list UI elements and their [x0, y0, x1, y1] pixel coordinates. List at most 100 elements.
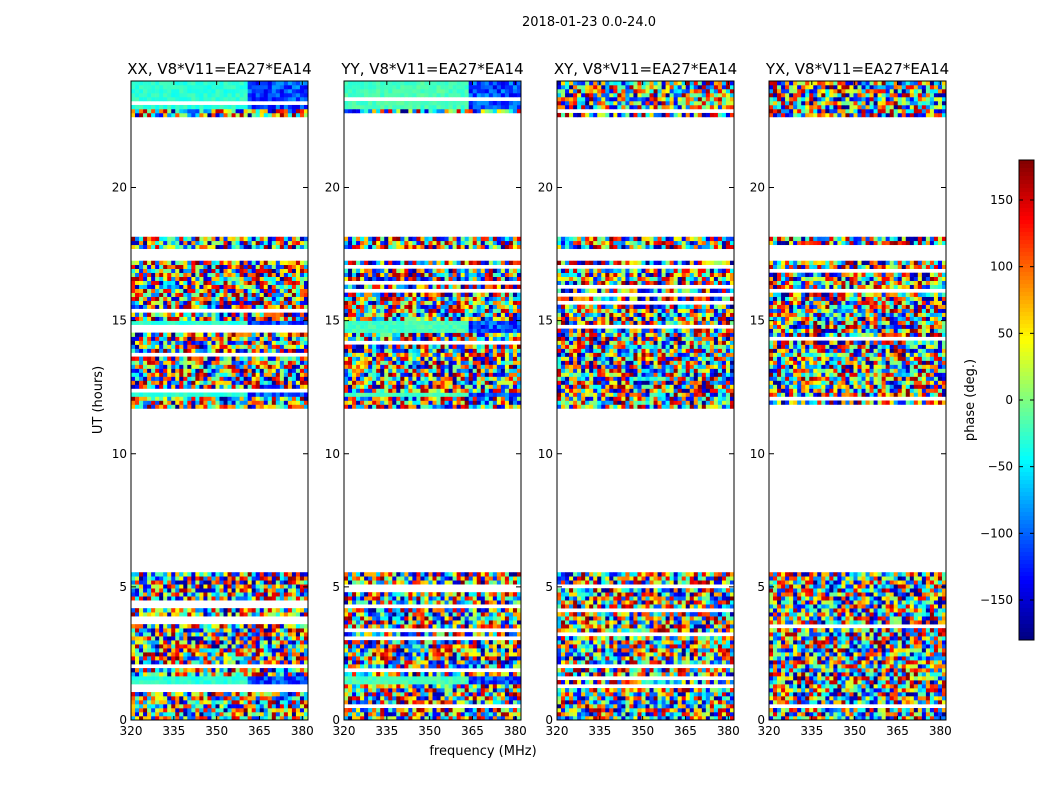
heatmap-cell: [412, 376, 417, 381]
heatmap-cell: [155, 588, 160, 593]
heatmap-cell: [303, 392, 309, 397]
heatmap-cell: [263, 676, 269, 681]
heatmap-cell: [456, 672, 461, 677]
heatmap-cell: [360, 616, 365, 621]
heatmap-cell: [175, 84, 180, 90]
heatmap-cell: [215, 81, 220, 86]
heatmap-cell: [303, 572, 309, 577]
heatmap-cell: [131, 692, 136, 697]
heatmap-cell: [512, 672, 518, 677]
heatmap-cell: [159, 608, 164, 613]
heatmap-cell: [283, 368, 289, 373]
heatmap-cell: [299, 580, 305, 585]
heatmap-cell: [151, 668, 156, 673]
heatmap-cell: [207, 88, 212, 94]
heatmap-cell: [279, 336, 285, 341]
heatmap-cell: [195, 104, 200, 110]
heatmap-cell: [396, 716, 401, 721]
heatmap-cell: [360, 624, 365, 629]
heatmap-cell: [468, 688, 474, 693]
heatmap-cell: [291, 640, 297, 645]
heatmap-cell: [231, 660, 236, 665]
heatmap-cell: [400, 652, 405, 657]
heatmap-cell: [231, 592, 236, 597]
heatmap-cell: [247, 624, 252, 629]
heatmap-cell: [155, 668, 160, 673]
heatmap-cell: [364, 384, 369, 389]
heatmap-cell: [283, 268, 289, 273]
heatmap-cell: [255, 320, 261, 325]
heatmap-cell: [143, 284, 148, 289]
heatmap-cell: [267, 244, 273, 250]
heatmap-cell: [215, 300, 220, 305]
heatmap-cell: [167, 672, 172, 677]
heatmap-cell: [295, 672, 301, 677]
heatmap-cell: [488, 580, 494, 585]
heatmap-cell: [516, 632, 522, 637]
heatmap-cell: [203, 300, 208, 305]
heatmap-cell: [412, 368, 417, 373]
heatmap-cell: [348, 700, 353, 705]
heatmap-cell: [376, 620, 381, 625]
heatmap-cell: [303, 404, 309, 409]
heatmap-cell: [352, 368, 357, 373]
heatmap-cell: [227, 84, 232, 90]
heatmap-cell: [139, 624, 144, 629]
heatmap-cell: [380, 652, 385, 657]
heatmap-cell: [360, 644, 365, 649]
heatmap-cell: [412, 600, 417, 605]
heatmap-cell: [283, 652, 289, 657]
heatmap-cell: [183, 348, 188, 353]
heatmap-cell: [512, 392, 518, 397]
heatmap-cell: [227, 284, 232, 289]
heatmap-cell: [368, 384, 373, 389]
heatmap-cell: [283, 284, 289, 289]
heatmap-cell: [460, 380, 465, 385]
heatmap-cell: [207, 668, 212, 673]
heatmap-cell: [143, 356, 148, 361]
heatmap-cell: [396, 700, 401, 705]
heatmap-cell: [207, 272, 212, 277]
heatmap-cell: [171, 400, 176, 405]
heatmap-cell: [167, 304, 172, 309]
heatmap-cell: [392, 380, 397, 385]
heatmap-cell: [267, 588, 273, 593]
heatmap-cell: [516, 376, 522, 381]
heatmap-cell: [408, 616, 413, 621]
heatmap-cell: [155, 360, 160, 365]
heatmap-cell: [516, 400, 522, 405]
heatmap-cell: [155, 608, 160, 613]
heatmap-cell: [135, 400, 140, 405]
heatmap-cell: [223, 640, 228, 645]
heatmap-cell: [500, 620, 506, 625]
heatmap-cell: [364, 600, 369, 605]
heatmap-cell: [400, 600, 405, 605]
heatmap-cell: [287, 712, 293, 717]
heatmap-cell: [207, 392, 212, 397]
heatmap-cell: [243, 652, 248, 657]
heatmap-cell: [508, 608, 514, 613]
heatmap-cell: [199, 644, 204, 649]
heatmap-cell: [299, 696, 305, 701]
heatmap-cell: [291, 81, 297, 86]
heatmap-cell: [231, 344, 236, 349]
heatmap-cell: [199, 380, 204, 385]
heatmap-cell: [492, 644, 498, 649]
heatmap-cell: [243, 240, 248, 246]
heatmap-cell: [135, 268, 140, 273]
heatmap-cell: [143, 624, 148, 629]
heatmap-cell: [151, 680, 156, 685]
heatmap-cell: [211, 588, 216, 593]
heatmap-cell: [175, 672, 180, 677]
heatmap-cell: [412, 672, 417, 677]
heatmap-cell: [203, 680, 208, 685]
heatmap-cell: [283, 236, 289, 242]
heatmap-cell: [147, 668, 152, 673]
heatmap-cell: [392, 692, 397, 697]
heatmap-cell: [151, 572, 156, 577]
heatmap-cell: [303, 316, 309, 321]
heatmap-cell: [207, 336, 212, 341]
heatmap-cell: [191, 356, 196, 361]
heatmap-cell: [199, 672, 204, 677]
heatmap-cell: [167, 692, 172, 697]
